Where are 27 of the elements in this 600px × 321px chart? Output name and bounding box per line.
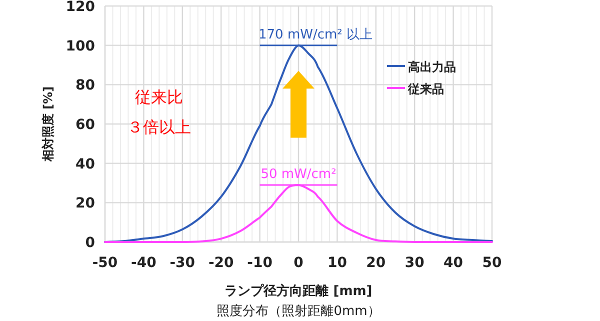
annotation: 170 mW/cm² 以上 — [258, 27, 372, 42]
x-tick-label: 10 — [327, 255, 348, 271]
legend-label: 従来品 — [407, 82, 444, 96]
y-axis-title: 相対照度 [%] — [41, 86, 55, 163]
x-tick-label: 0 — [294, 255, 304, 271]
x-tick-label: -40 — [131, 255, 157, 271]
y-tick-label: 100 — [66, 38, 96, 54]
text: 照度分布（照射距離0mm） — [216, 303, 380, 319]
y-tick-label: 40 — [76, 156, 96, 172]
x-tick-label: 30 — [404, 255, 425, 271]
y-tick-label: 60 — [76, 117, 96, 133]
x-tick-label: -20 — [208, 255, 234, 271]
y-tick-label: 80 — [76, 78, 96, 94]
y-tick-label: 0 — [85, 235, 96, 251]
x-tick-label: 50 — [482, 255, 502, 271]
annotation: 従来比 — [135, 87, 184, 106]
x-tick-label: 40 — [444, 255, 464, 271]
annotation: 50 mW/cm² — [260, 166, 336, 182]
annotation: ３倍以上 — [127, 117, 192, 136]
x-tick-label: 20 — [366, 255, 386, 271]
x-axis-title: ランプ径方向距離 [mm] — [224, 283, 372, 299]
legend-label: 高出力品 — [408, 60, 456, 74]
y-tick-label: 120 — [66, 0, 96, 15]
x-tick-label: -30 — [170, 255, 196, 271]
x-tick-label: -50 — [92, 255, 118, 271]
y-tick-label: 20 — [76, 196, 96, 212]
x-tick-label: -10 — [247, 255, 273, 271]
